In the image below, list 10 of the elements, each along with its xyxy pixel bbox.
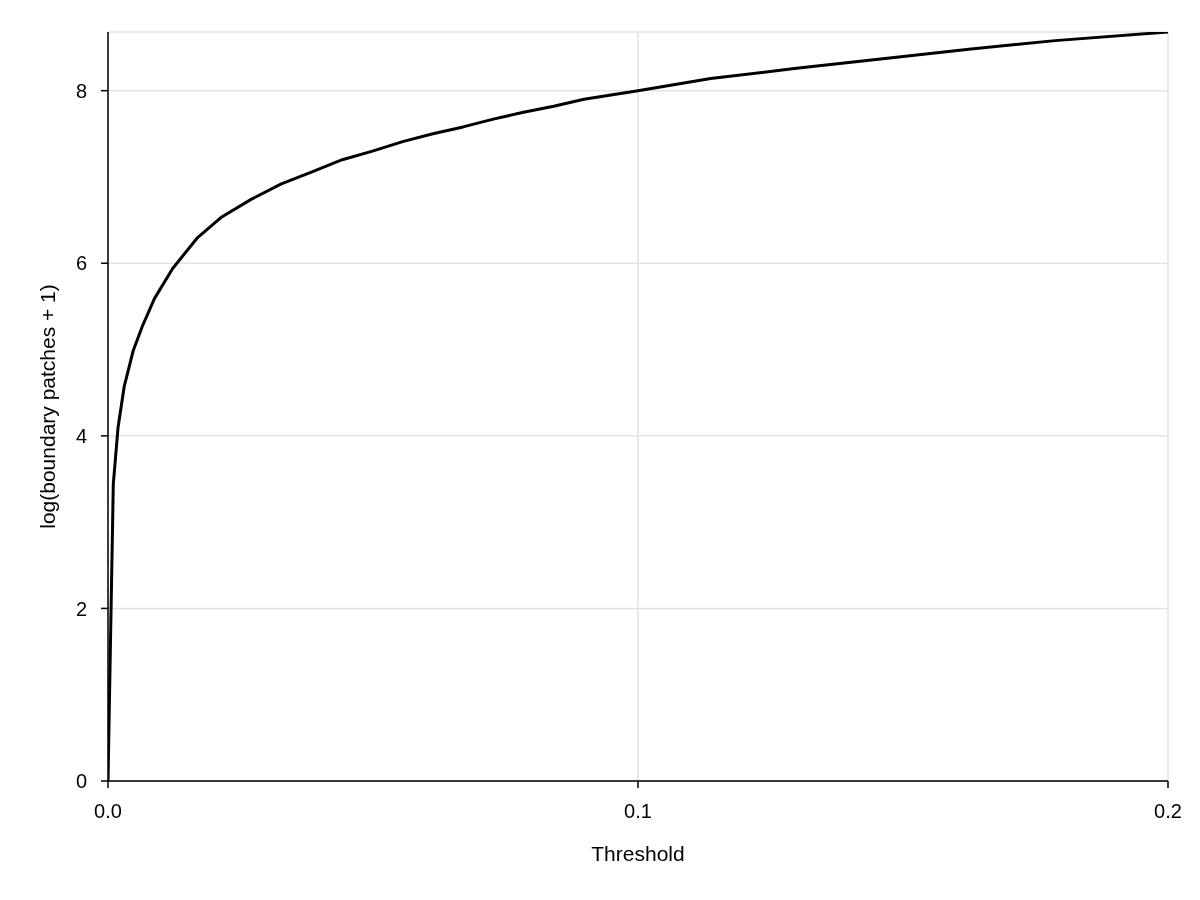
- y-tick-label: 6: [75, 252, 87, 275]
- x-tick-label: 0.1: [624, 800, 652, 823]
- y-tick-label: 4: [75, 424, 87, 447]
- x-tick-label: 0.2: [1154, 800, 1182, 823]
- x-axis-title: Threshold: [591, 842, 685, 865]
- y-tick-label: 0: [75, 770, 87, 793]
- x-tick-label: 0.0: [94, 800, 122, 823]
- y-axis-title: log(boundary patches + 1): [35, 284, 59, 529]
- y-tick-label: 2: [75, 597, 87, 620]
- y-tick-label: 8: [75, 79, 87, 102]
